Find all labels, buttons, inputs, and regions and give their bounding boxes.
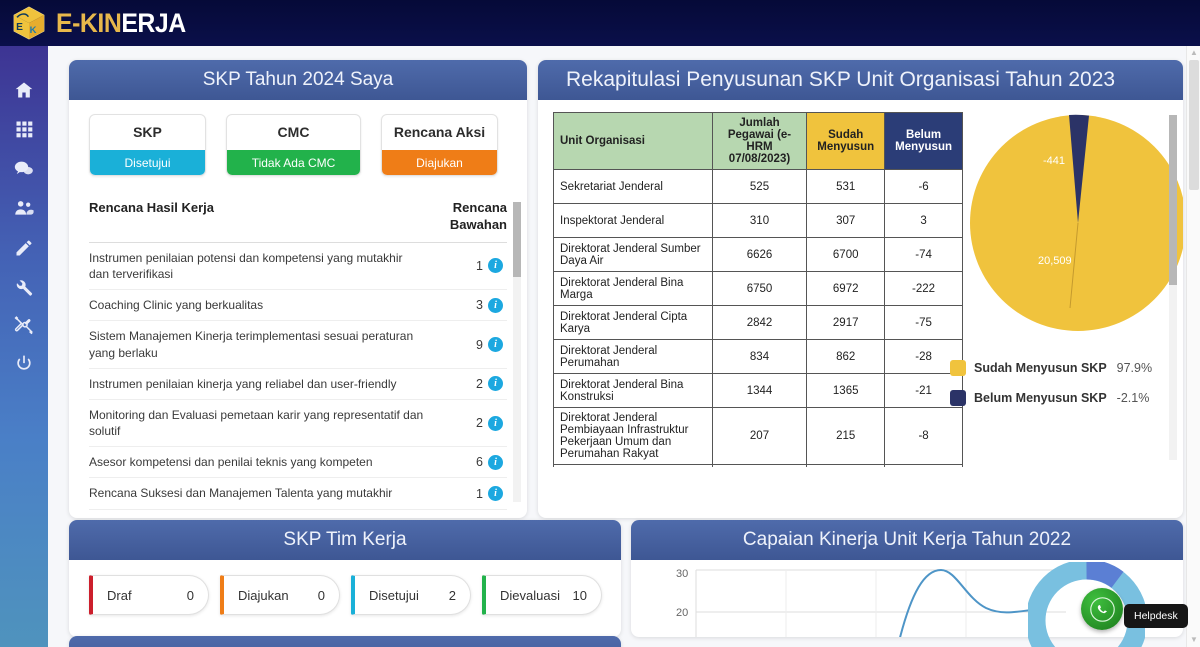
svg-text:20: 20 <box>676 607 688 619</box>
svg-text:E: E <box>16 22 23 33</box>
svg-text:30: 30 <box>676 568 688 580</box>
svg-text:K: K <box>30 25 37 36</box>
